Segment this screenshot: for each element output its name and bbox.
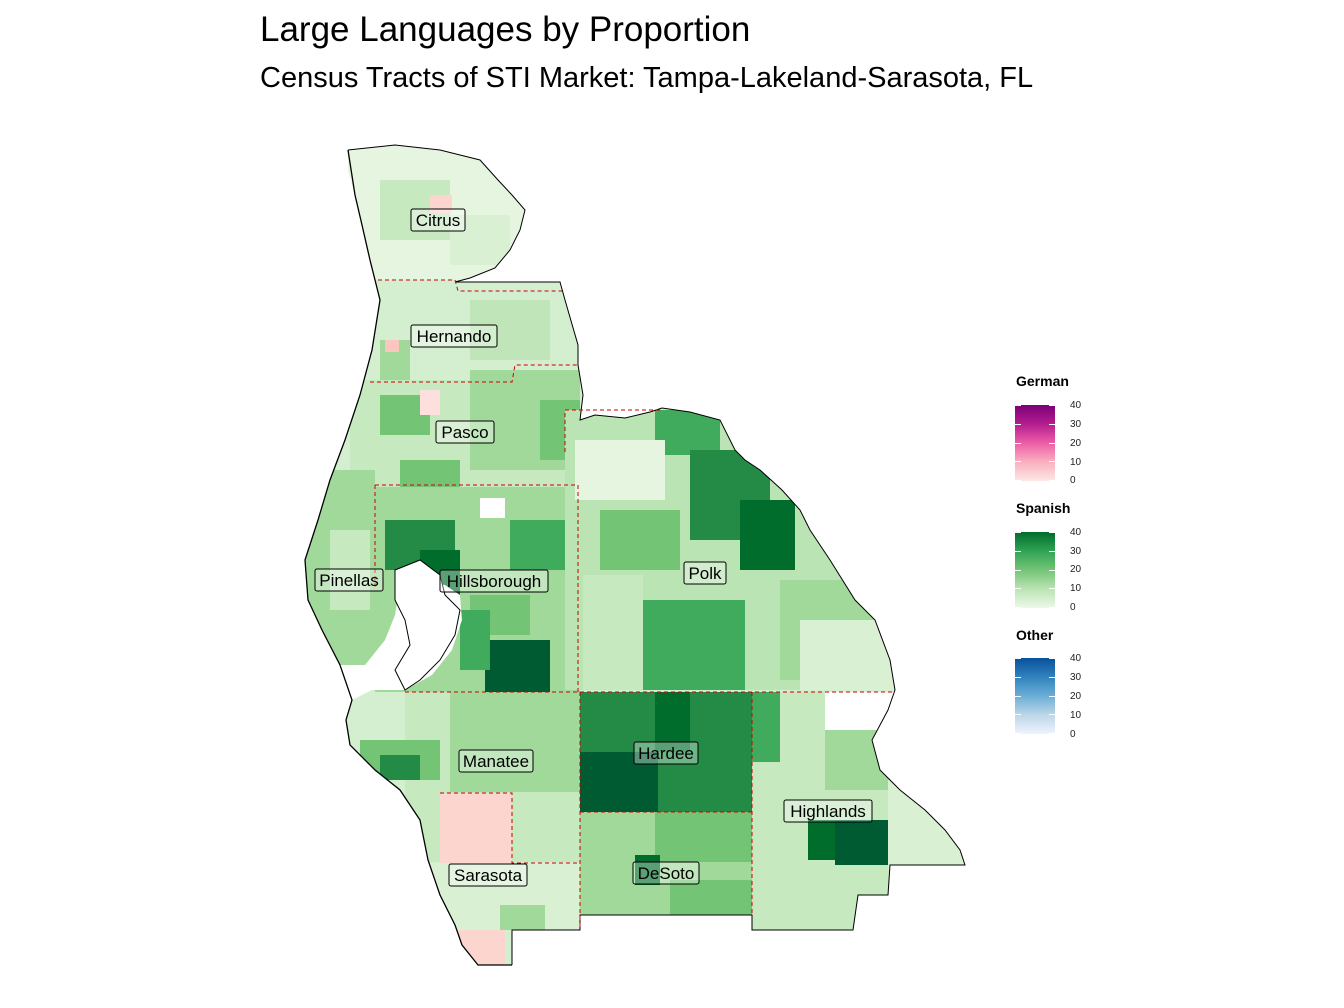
legend-tick: 0 [1070,602,1076,613]
county-label-citrus: Citrus [411,209,465,231]
legend-colorbar-other [1015,658,1055,734]
legend-title-other: Other [1016,627,1053,643]
legend-title-german: German [1016,373,1069,389]
legend-tick-mark [1015,551,1021,552]
svg-text:Hardee: Hardee [638,744,694,763]
legend-tick-mark [1049,733,1055,734]
county-label-hillsborough: Hillsborough [440,570,548,592]
legend-tick-mark [1015,677,1021,678]
county-label-manatee: Manatee [459,750,533,772]
legend-tick-mark [1015,443,1021,444]
legend-tick-mark [1049,551,1055,552]
svg-text:Manatee: Manatee [463,752,529,771]
county-label-pasco: Pasco [436,421,494,443]
legend-colorbar-german [1015,405,1055,481]
svg-text:Pasco: Pasco [441,423,488,442]
legend-tick: 40 [1070,653,1081,664]
legend-tick-mark [1015,658,1021,659]
legend-tick-mark [1049,443,1055,444]
legend-tick-mark [1015,733,1021,734]
legend-tick-mark [1015,714,1021,715]
legend-tick-mark [1015,570,1021,571]
legend-tick-mark [1049,658,1055,659]
legend-tick: 20 [1070,691,1081,702]
legend-tick-mark [1049,405,1055,406]
legend-tick-mark [1049,570,1055,571]
legend-tick-mark [1015,480,1021,481]
legend-tick-mark [1049,532,1055,533]
svg-text:Highlands: Highlands [790,802,866,821]
legend-tick-mark [1049,588,1055,589]
legend-tick: 10 [1070,457,1081,468]
svg-text:DeSoto: DeSoto [638,864,695,883]
legend-tick-mark [1015,424,1021,425]
legend-tick: 30 [1070,672,1081,683]
legend-tick-mark [1015,532,1021,533]
legend-tick-mark [1049,607,1055,608]
county-label-polk: Polk [684,562,726,584]
legend-tick-mark [1015,588,1021,589]
legend-tick-mark [1049,480,1055,481]
legend-tick: 0 [1070,475,1076,486]
legend-tick: 40 [1070,400,1081,411]
county-label-desoto: DeSoto [633,862,699,884]
county-label-highlands: Highlands [784,800,872,822]
svg-text:Pinellas: Pinellas [319,571,379,590]
legend-tick: 20 [1070,438,1081,449]
legend-title-spanish: Spanish [1016,500,1070,516]
county-label-hernando: Hernando [411,325,497,347]
legend-tick: 10 [1070,710,1081,721]
legend-tick: 30 [1070,419,1081,430]
legend-tick-mark [1049,696,1055,697]
county-label-sarasota: Sarasota [449,864,527,886]
svg-text:Polk: Polk [688,564,722,583]
county-label-hardee: Hardee [634,742,698,764]
legend-tick: 10 [1070,583,1081,594]
svg-text:Sarasota: Sarasota [454,866,523,885]
legend-tick-mark [1049,424,1055,425]
legend-tick-mark [1049,677,1055,678]
legend-tick: 30 [1070,546,1081,557]
legend-tick-mark [1049,461,1055,462]
legend-tick: 0 [1070,729,1076,740]
legend-tick-mark [1015,461,1021,462]
svg-text:Hernando: Hernando [417,327,492,346]
svg-text:Hillsborough: Hillsborough [447,572,542,591]
legend-tick-mark [1015,405,1021,406]
svg-text:Citrus: Citrus [416,211,460,230]
county-label-pinellas: Pinellas [315,569,383,591]
legend-tick: 20 [1070,564,1081,575]
legend-colorbar-spanish [1015,532,1055,608]
legend-tick: 40 [1070,527,1081,538]
census-tract-fills [290,130,990,980]
legend-tick-mark [1015,607,1021,608]
legend-tick-mark [1015,696,1021,697]
legend-tick-mark [1049,714,1055,715]
